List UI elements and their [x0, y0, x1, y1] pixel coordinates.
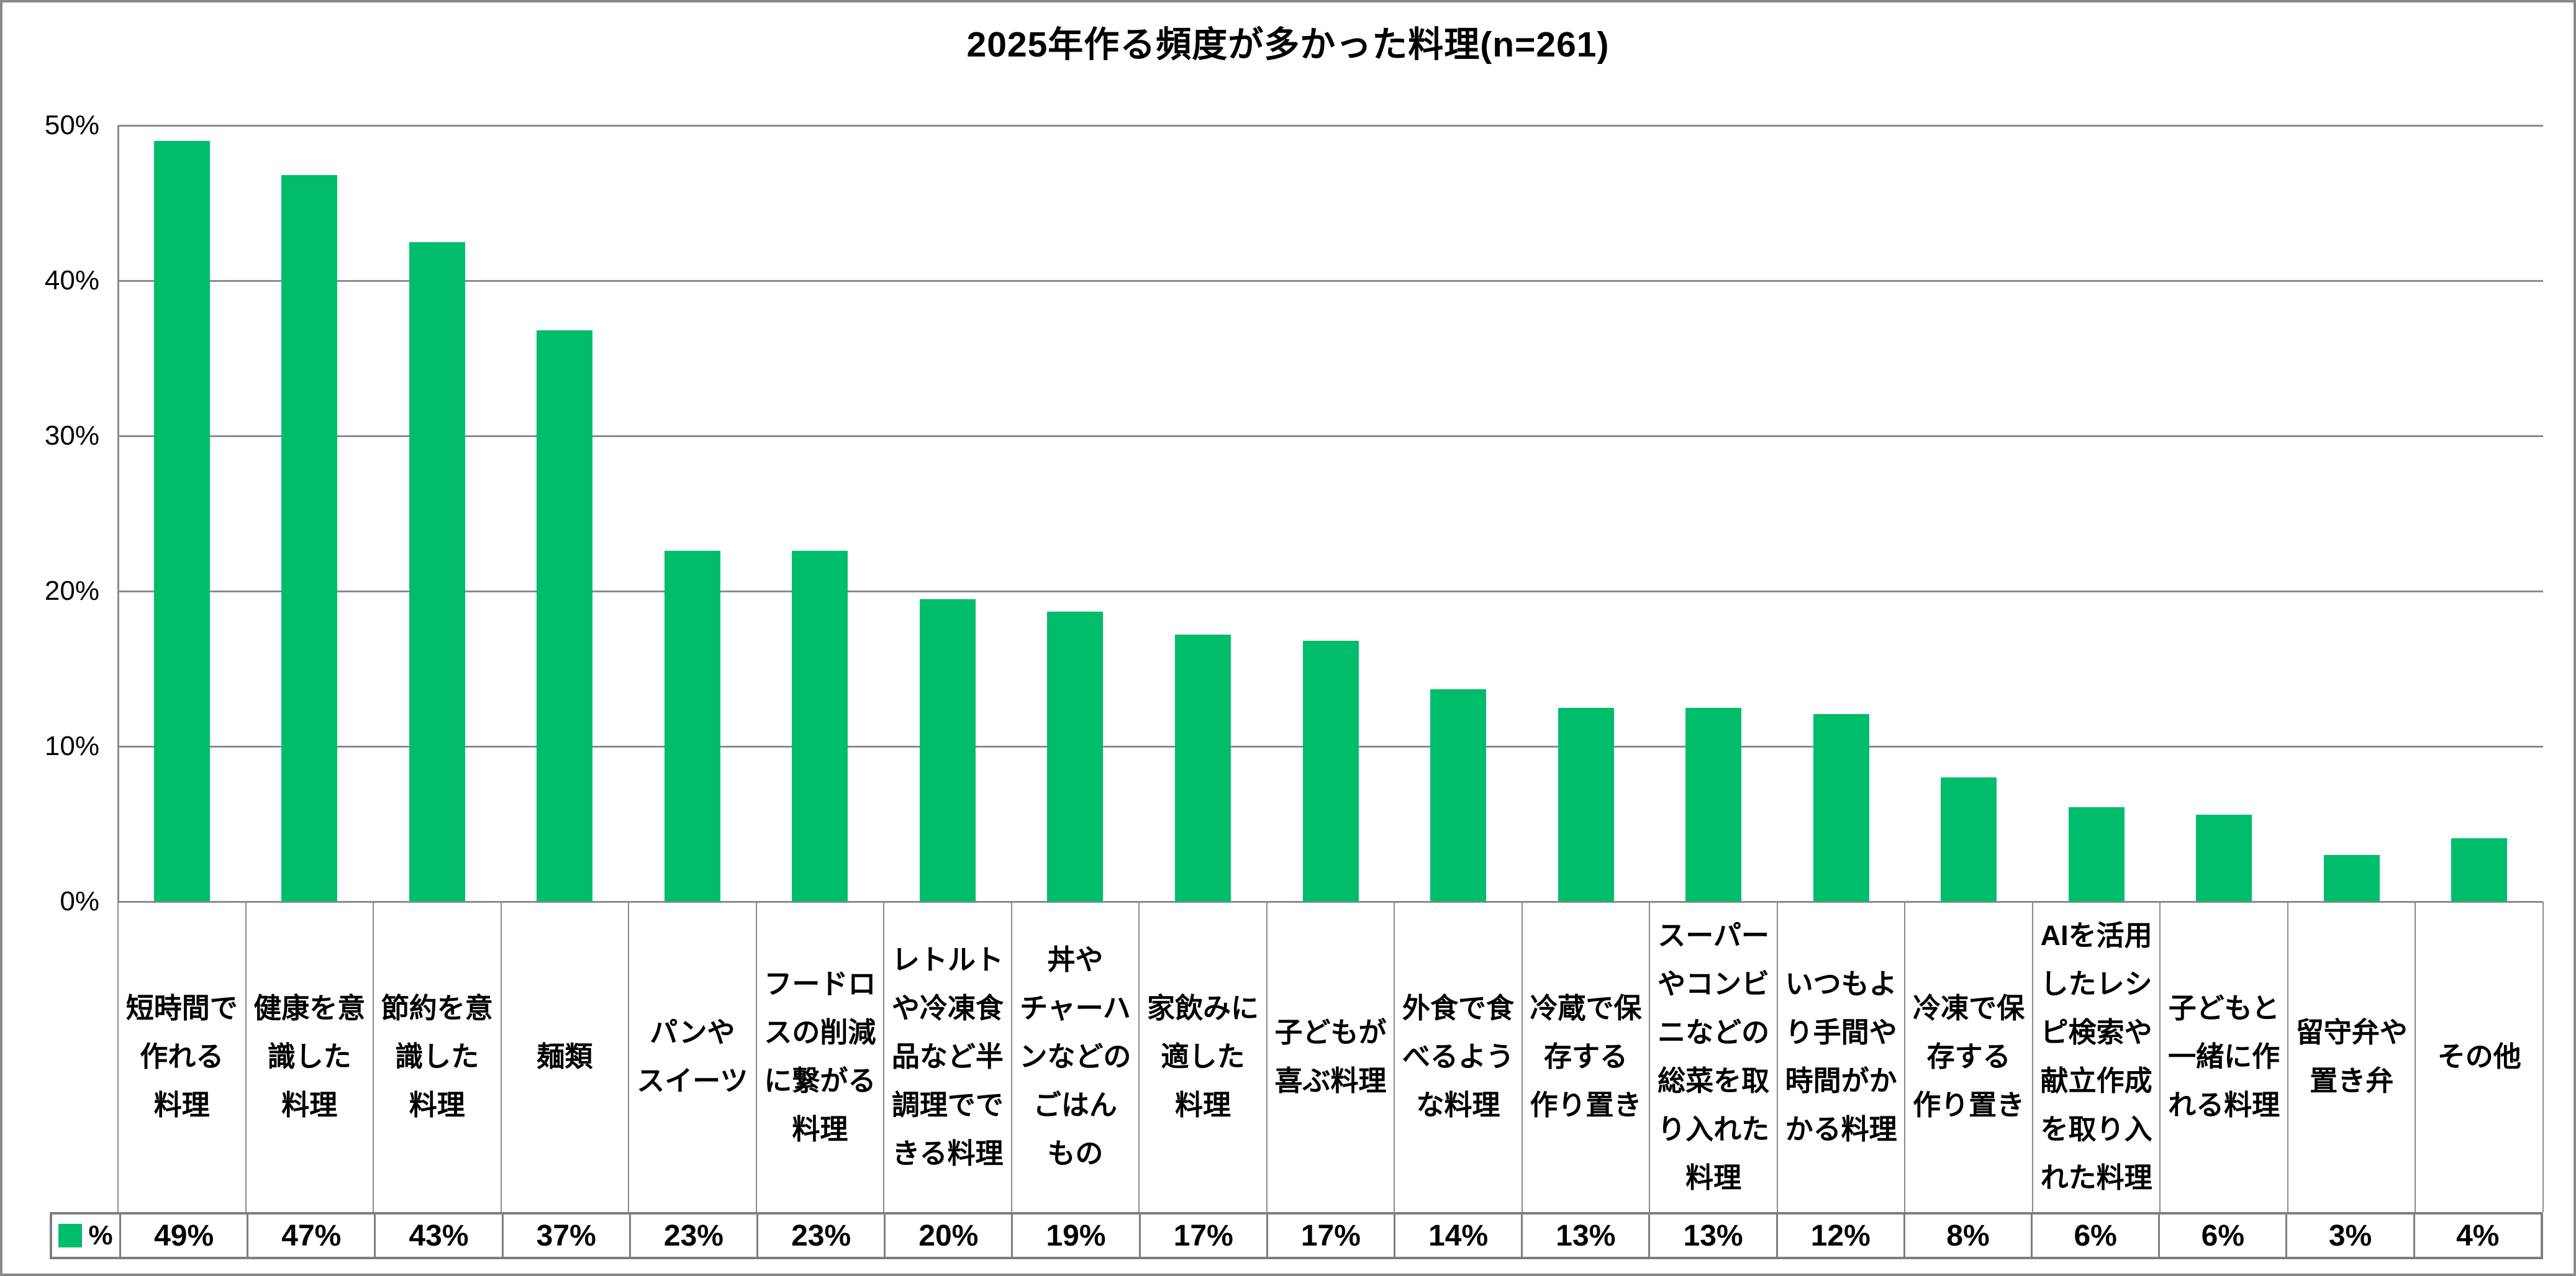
bar: [153, 141, 210, 902]
y-gridline: [118, 435, 2543, 437]
category-cell-border: [2287, 902, 2288, 1212]
category-cell-border: [117, 902, 119, 1212]
series-value-cell: 14%: [1394, 1215, 1521, 1257]
series-value-cell: 13%: [1648, 1215, 1776, 1257]
category-cell-border: [1904, 902, 1906, 1212]
bar: [1047, 611, 1104, 902]
series-value-cell: 6%: [2031, 1215, 2158, 1257]
category-label-cell: その他: [2437, 1041, 2521, 1072]
category-cell-border: [2159, 902, 2161, 1212]
series-value-cell: 8%: [1903, 1215, 2031, 1257]
category-cell-border: [755, 902, 757, 1212]
bar: [281, 175, 338, 902]
y-gridline: [118, 280, 2543, 282]
category-cell-border: [1776, 902, 1778, 1212]
series-value-cell: 17%: [1138, 1215, 1266, 1257]
category-label-cell: 冷凍で保 存する 作り置き: [1913, 992, 2025, 1121]
y-axis-tick-label: 20%: [44, 576, 99, 606]
y-axis-line: [117, 125, 119, 902]
data-table-row: % 49% 47% 43% 37% 23% 23% 20% 19% 17% 17% 14% 13% 13…: [50, 1212, 2543, 1259]
series-value-cell: 4%: [2413, 1215, 2541, 1257]
y-axis-tick-label: 10%: [44, 731, 99, 761]
series-value-cell: 49%: [119, 1215, 247, 1257]
category-cell-border: [2031, 902, 2033, 1212]
y-axis-tick-label: 0%: [60, 886, 99, 916]
bar: [1685, 707, 1742, 902]
category-cell-border: [500, 902, 502, 1212]
category-label-cell: 家飲みに 適した 料理: [1146, 992, 1259, 1121]
series-value-cell: 23%: [756, 1215, 884, 1257]
category-cell-border: [628, 902, 630, 1212]
series-value-cell: 12%: [1776, 1215, 1903, 1257]
bar: [1174, 635, 1231, 902]
category-label-cell: 短時間で 作れる 料理: [125, 992, 238, 1121]
bar: [1302, 641, 1359, 902]
category-label-cell: 冷蔵で保 存する 作り置き: [1530, 992, 1642, 1121]
category-label-cell: 外食で食 べるよう な料理: [1402, 992, 1515, 1121]
bar: [919, 599, 976, 902]
bar: [2196, 815, 2252, 902]
series-value-cell: 19%: [1011, 1215, 1138, 1257]
category-label-cell: 留守弁や 置き弁: [2295, 1016, 2408, 1097]
category-label-cell: フードロ スの削減 に繋がる 料理: [764, 968, 876, 1145]
category-label-cell: AIを活用 したレシ ピ検索や 献立作成 を取り入 れた料理: [2040, 920, 2152, 1193]
y-axis-tick-label: 50%: [44, 110, 99, 140]
category-label-cell: スーパー やコンビ ニなどの 総菜を取 り入れた 料理: [1658, 920, 1770, 1193]
chart-title: 2025年作る頻度が多かった料理(n=261): [966, 25, 1610, 65]
series-value-cell: 20%: [884, 1215, 1011, 1257]
series-value-cell: 17%: [1266, 1215, 1394, 1257]
y-gridline: [118, 590, 2543, 592]
category-cell-border: [2415, 902, 2416, 1212]
y-axis-tick-label: 40%: [44, 265, 99, 296]
category-cell-border: [2542, 902, 2544, 1212]
bar: [1941, 777, 1997, 902]
category-label-cell: いつもよ り手間や 時間がか かる料理: [1785, 968, 1897, 1145]
series-value-cell: 13%: [1521, 1215, 1648, 1257]
category-cell-border: [1649, 902, 1651, 1212]
bar: [2323, 855, 2380, 902]
y-gridline: [118, 125, 2543, 127]
bar: [664, 551, 720, 902]
category-cell-border: [1394, 902, 1395, 1212]
legend-cell: %: [52, 1215, 119, 1257]
series-value-cell: 47%: [247, 1215, 374, 1257]
y-axis-tick-label: 30%: [44, 420, 99, 451]
category-label-cell: パンや スイーツ: [637, 1016, 748, 1097]
series-swatch-icon: [58, 1224, 83, 1247]
category-cell-border: [1266, 902, 1268, 1212]
category-cell-border: [1010, 902, 1012, 1212]
category-cell-border: [373, 902, 374, 1212]
category-cell-border: [245, 902, 247, 1212]
series-value-cell: 23%: [628, 1215, 756, 1257]
category-label-cell: 丼や チャーハ ンなどの ごはん もの: [1019, 944, 1132, 1169]
bar: [1558, 707, 1614, 902]
category-label-cell: 子どもと 一緒に作 れる料理: [2168, 992, 2280, 1121]
category-label-cell: 子どもが 喜ぶ料理: [1274, 1016, 1387, 1097]
category-cell-border: [1521, 902, 1523, 1212]
bar: [409, 242, 465, 902]
category-label-cell: 健康を意 識した 料理: [253, 992, 366, 1121]
category-cell-border: [1138, 902, 1140, 1212]
bar: [2451, 838, 2508, 902]
category-label-cell: レトルト や冷凍食 品など半 調理でで きる料理: [891, 944, 1004, 1169]
bar: [1430, 689, 1487, 902]
category-cell-border: [883, 902, 885, 1212]
bar: [792, 551, 848, 902]
legend-series-label: %: [88, 1220, 113, 1251]
category-label-cell: 麺類: [537, 1041, 593, 1072]
y-gridline: [118, 901, 2543, 903]
bar: [537, 330, 593, 902]
bar: [1813, 713, 1869, 902]
bar: [2068, 807, 2125, 902]
series-value-cell: 43%: [374, 1215, 501, 1257]
series-value-cell: 37%: [501, 1215, 629, 1257]
series-value-cell: 3%: [2285, 1215, 2413, 1257]
series-value-cell: 6%: [2158, 1215, 2285, 1257]
category-label-cell: 節約を意 識した 料理: [381, 992, 493, 1121]
